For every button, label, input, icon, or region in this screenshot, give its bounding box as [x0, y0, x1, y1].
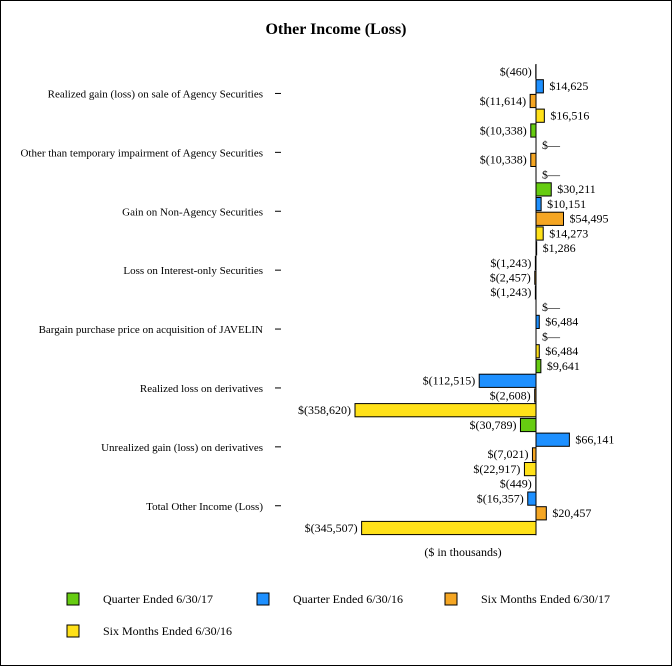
data-label: $(460) — [500, 64, 532, 78]
data-label: $— — [542, 138, 561, 152]
legend-label: Six Months Ended 6/30/16 — [103, 624, 232, 638]
bar — [535, 182, 552, 197]
data-label: $6,484 — [545, 315, 578, 329]
data-label: $(358,620) — [298, 403, 351, 417]
data-label: $(16,357) — [477, 491, 524, 505]
data-label: $(2,457) — [490, 270, 531, 284]
bar — [523, 462, 537, 477]
data-label: $— — [542, 167, 561, 181]
data-label: $14,625 — [549, 79, 588, 93]
bar — [535, 432, 570, 447]
chart-title: Other Income (Loss) — [265, 21, 406, 38]
bar — [535, 359, 542, 374]
data-label: $16,516 — [550, 108, 589, 122]
category-label: Total Other Income (Loss) — [146, 501, 263, 513]
category-label: Realized gain (loss) on sale of Agency S… — [48, 88, 263, 100]
category-label: Gain on Non-Agency Securities — [122, 206, 263, 218]
data-label: $(10,338) — [480, 123, 527, 137]
legend-swatch — [66, 624, 80, 638]
legend-swatch — [444, 592, 458, 606]
bar — [535, 211, 565, 226]
data-label: $(30,789) — [469, 418, 516, 432]
data-label: $30,211 — [557, 182, 596, 196]
bar — [530, 123, 537, 138]
bar — [354, 403, 537, 418]
data-label: $6,484 — [545, 344, 578, 358]
category-label: Loss on Interest-only Securities — [123, 265, 263, 277]
data-label: $(345,507) — [305, 521, 358, 535]
data-label: $(2,608) — [490, 388, 531, 402]
legend-label: Quarter Ended 6/30/16 — [293, 592, 403, 606]
data-label: $54,495 — [570, 212, 609, 226]
bar — [519, 417, 537, 433]
x-axis-label: ($ in thousands) — [424, 545, 501, 559]
bar — [529, 93, 537, 109]
data-label: $9,641 — [547, 359, 580, 373]
bar — [535, 226, 544, 241]
category-label: Bargain purchase price on acquisition of… — [39, 324, 263, 336]
data-label: $14,273 — [549, 226, 588, 240]
category-label: Unrealized gain (loss) on derivatives — [101, 442, 263, 454]
data-label: $— — [542, 329, 561, 343]
legend-label: Quarter Ended 6/30/17 — [103, 592, 213, 606]
bar — [530, 152, 537, 168]
legend-label: Six Months Ended 6/30/17 — [481, 592, 610, 606]
data-label: $(449) — [500, 477, 532, 491]
data-label: $(10,338) — [480, 153, 527, 167]
data-label: $(11,614) — [480, 94, 527, 108]
data-label: $66,141 — [575, 432, 614, 446]
bar — [535, 197, 542, 212]
data-label: $— — [542, 300, 561, 314]
bar — [527, 491, 537, 506]
data-label: $(7,021) — [487, 447, 528, 461]
legend-swatch — [256, 592, 270, 606]
bar — [535, 79, 544, 94]
data-label: $20,457 — [552, 506, 591, 520]
bar — [478, 373, 537, 388]
category-label: Realized loss on derivatives — [140, 383, 263, 395]
legend-swatch — [66, 592, 80, 606]
data-label: $(22,917) — [473, 462, 520, 476]
bar — [535, 506, 547, 521]
data-label: $10,151 — [547, 197, 586, 211]
data-label: $(112,515) — [423, 374, 476, 388]
bar — [361, 520, 537, 536]
category-label: Other than temporary impairment of Agenc… — [20, 147, 263, 159]
bar — [535, 108, 545, 123]
data-label: $1,286 — [543, 241, 576, 255]
bar — [531, 447, 537, 462]
data-label: $(1,243) — [490, 285, 531, 299]
data-label: $(1,243) — [490, 256, 531, 270]
